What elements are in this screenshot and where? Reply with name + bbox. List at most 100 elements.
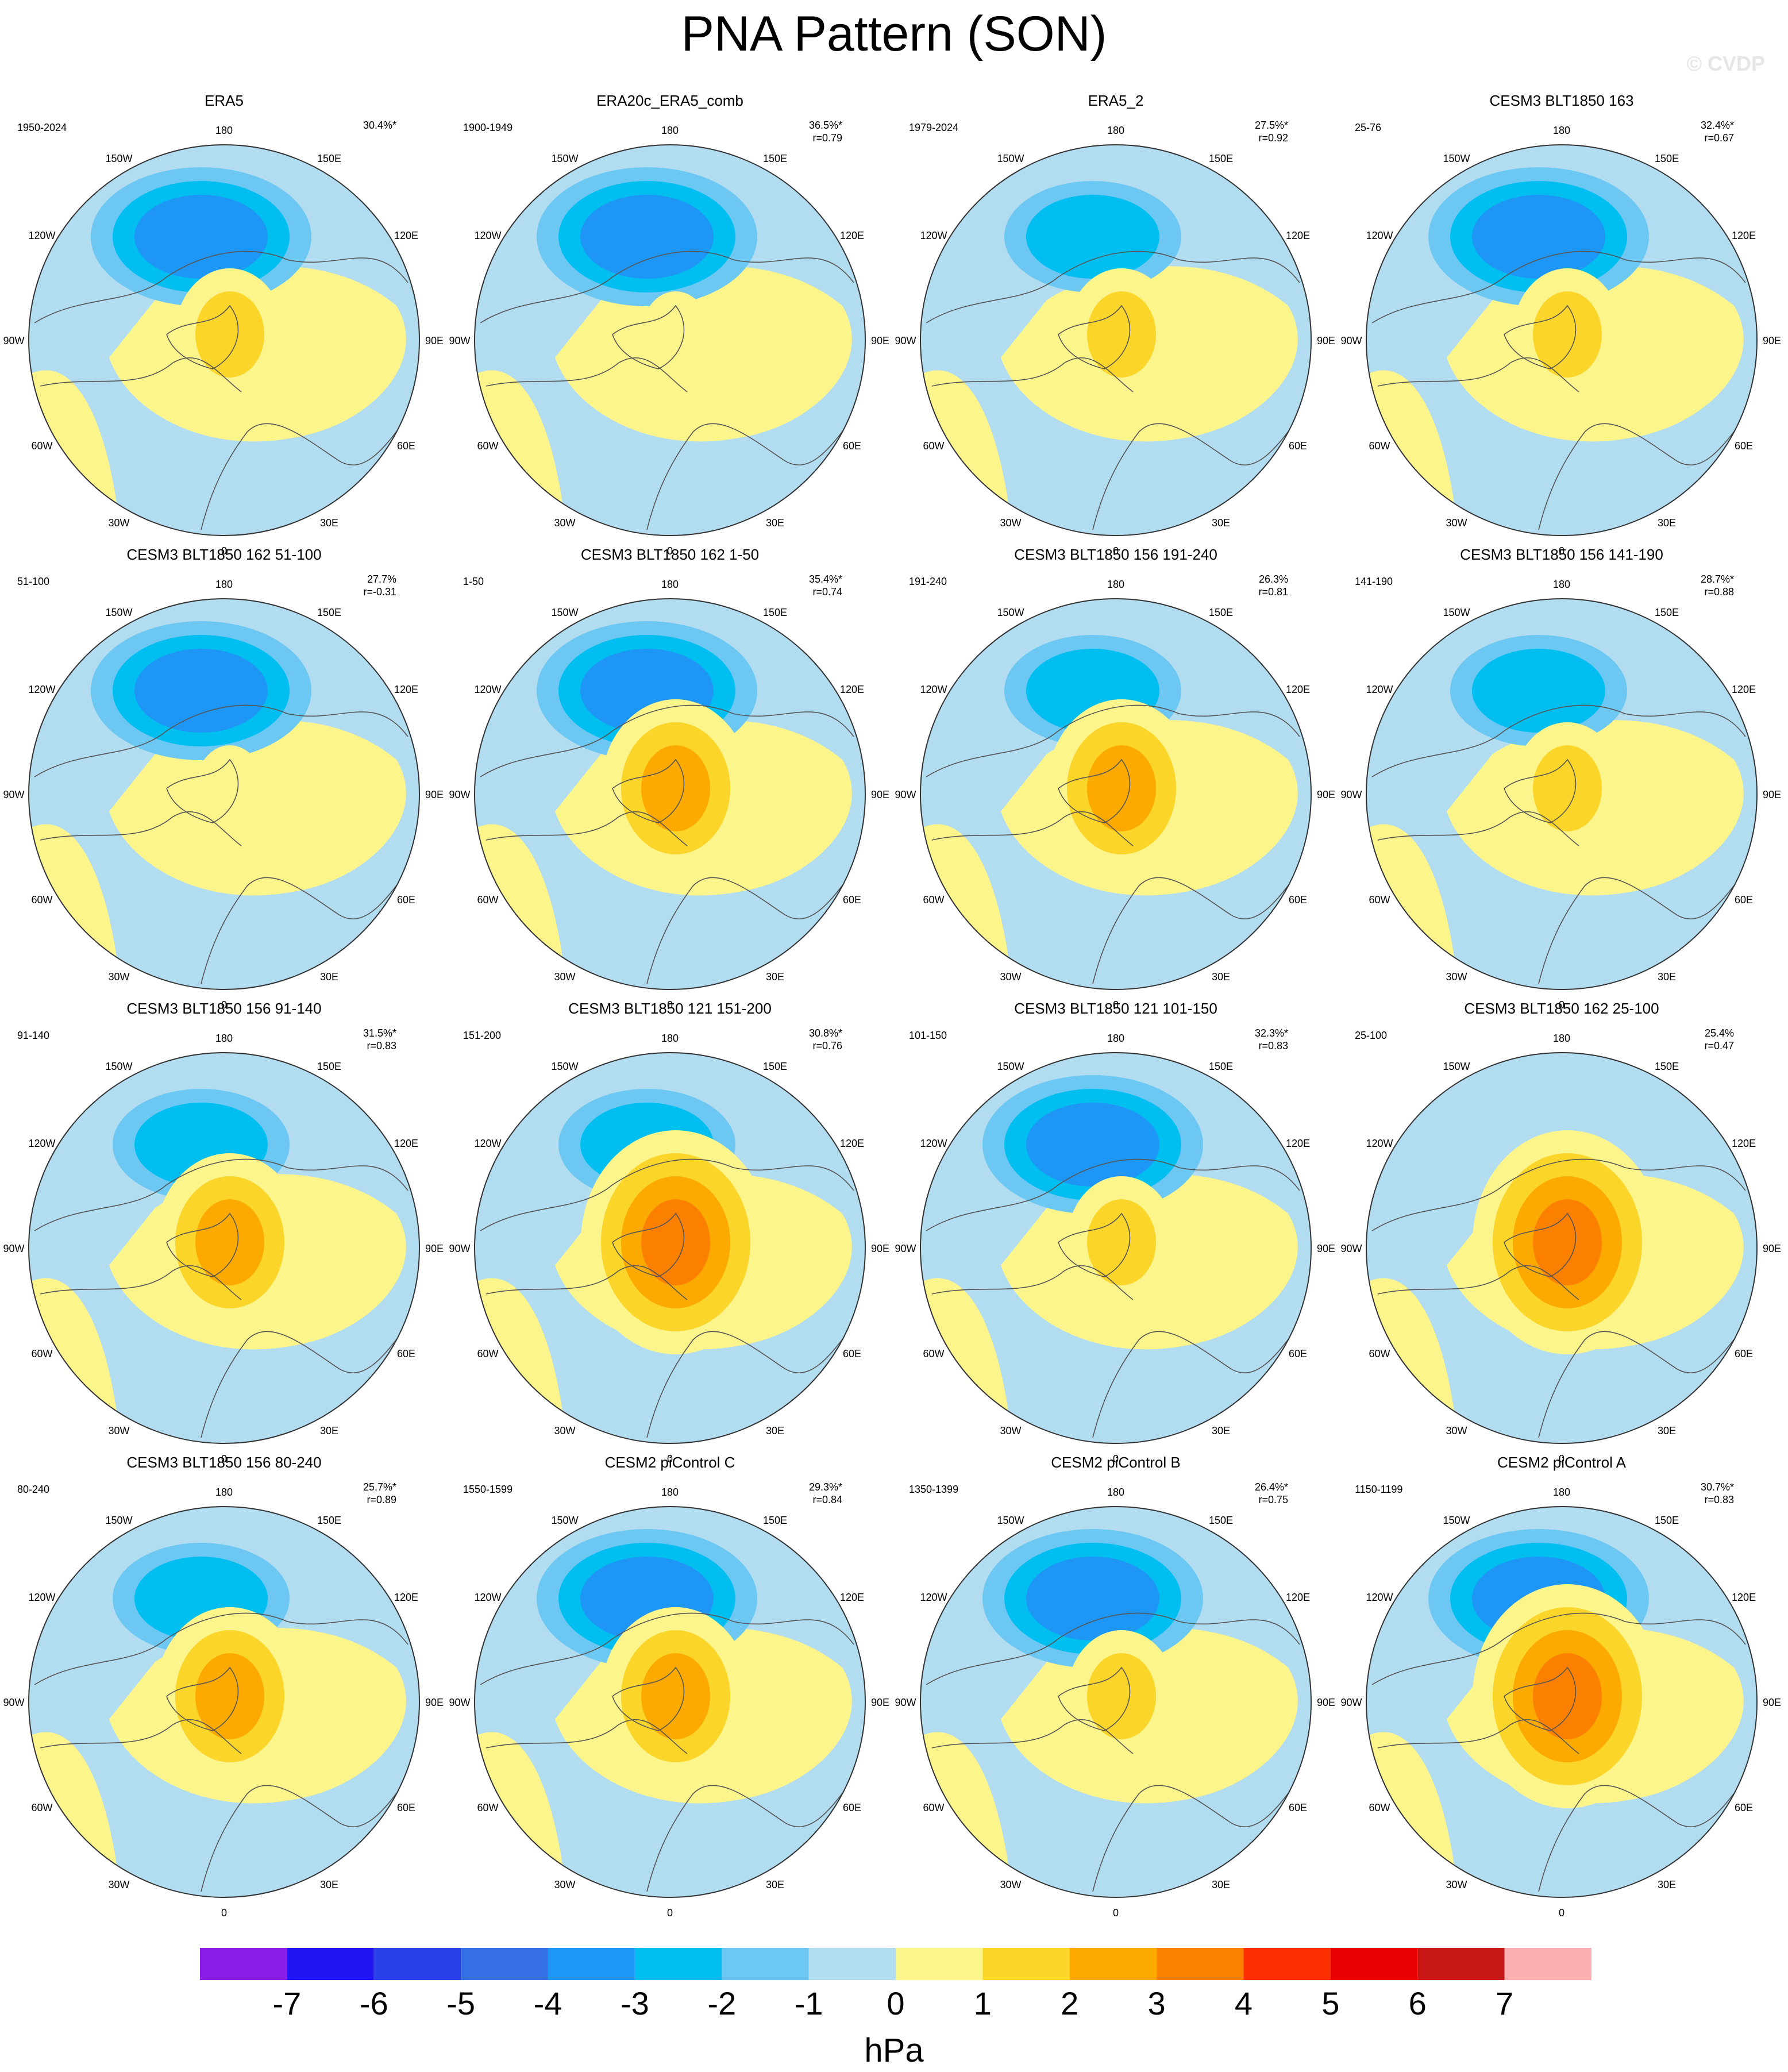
lon-label: 60W <box>477 440 499 452</box>
contour-high-2 <box>1533 291 1602 378</box>
contour-high-2 <box>1087 1199 1156 1285</box>
map-border <box>1366 1506 1758 1898</box>
lon-label: 30E <box>1658 517 1676 529</box>
panel-title: CESM3 BLT1850 156 80-240 <box>126 1454 321 1471</box>
contour-low-4 <box>1494 209 1583 265</box>
panel-correlation: r=0.83 <box>1258 1040 1288 1052</box>
lon-label: 60W <box>923 440 945 452</box>
lon-label: 60E <box>1735 1802 1753 1813</box>
anomaly-field <box>29 145 419 536</box>
panel-period: 51-100 <box>17 576 49 587</box>
panel-period: 1979-2024 <box>909 122 958 133</box>
lon-label: 30E <box>320 517 338 529</box>
lon-label: 90W <box>1340 1697 1362 1708</box>
lon-label: 0 <box>1113 545 1119 557</box>
lon-label: 180 <box>1107 125 1124 136</box>
contour-low-4 <box>1048 1116 1138 1173</box>
panel-title: CESM3 BLT1850 162 51-100 <box>126 546 321 563</box>
lon-label: 60W <box>32 1348 53 1359</box>
lon-label: 120E <box>394 230 418 241</box>
lon-label: 60W <box>1369 1348 1390 1359</box>
lon-label: 120E <box>1286 230 1310 241</box>
panel-title: ERA20c_ERA5_comb <box>596 92 743 109</box>
lon-label: 60E <box>1735 1348 1753 1359</box>
coastlines <box>1371 251 1752 530</box>
panel-2: 180 150E 120E 90E 60E 30E 0 30W 60W 90W 120W 150W ER… <box>449 92 889 557</box>
lon-label: 60W <box>1369 440 1390 452</box>
map-border <box>28 144 420 536</box>
panel-14: 180 150E 120E 90E 60E 30E 0 30W 60W 90W 120W 150W CE… <box>449 1454 889 1919</box>
lon-label: 120E <box>394 1138 418 1149</box>
panel-title: ERA5 <box>205 92 244 109</box>
panel-period: 141-190 <box>1355 576 1393 587</box>
panel-correlation: r=-0.31 <box>363 586 396 598</box>
lon-label: 150W <box>997 1061 1024 1072</box>
lon-label: 150E <box>763 607 787 618</box>
panel-title: CESM3 BLT1850 162 1-50 <box>581 546 759 563</box>
coastlines <box>926 704 1306 984</box>
panel-correlation: r=0.83 <box>1704 1494 1734 1505</box>
panel-4: 180 150E 120E 90E 60E 30E 0 30W 60W 90W 120W 150W CE… <box>1340 92 1781 557</box>
lon-label: 120E <box>1732 230 1756 241</box>
lon-label: 150W <box>551 607 578 618</box>
anomaly-field <box>920 145 1311 536</box>
lon-label: 120W <box>29 230 56 241</box>
lon-label: 150E <box>763 1061 787 1072</box>
lon-label: 90E <box>425 335 444 346</box>
panel-period: 1350-1399 <box>909 1484 958 1495</box>
lon-label: 120E <box>840 1138 864 1149</box>
lon-label: 30E <box>766 1425 784 1436</box>
lon-label: 60E <box>1735 894 1753 906</box>
map-border <box>474 1506 866 1898</box>
lon-label: 90W <box>895 1697 916 1708</box>
panel-correlation: r=0.88 <box>1704 586 1734 598</box>
lon-label: 90W <box>3 1243 24 1254</box>
map-border <box>920 1506 1312 1898</box>
lon-label: 90W <box>895 789 916 800</box>
lon-label: 60E <box>397 894 415 906</box>
panel-period: 1900-1949 <box>463 122 512 133</box>
coastlines <box>480 251 860 530</box>
panel-variance: 29.3%* <box>809 1481 842 1493</box>
lon-label: 90E <box>425 1697 444 1708</box>
map-border <box>28 1052 420 1444</box>
lon-label: 60W <box>1369 894 1390 906</box>
panel-3: 180 150E 120E 90E 60E 30E 0 30W 60W 90W 120W 150W ER… <box>895 92 1335 557</box>
lon-label: 0 <box>1559 1453 1564 1465</box>
panel-title: CESM3 BLT1850 156 141-190 <box>1460 546 1663 563</box>
lon-label: 0 <box>1559 999 1564 1011</box>
lon-label: 150W <box>551 153 578 164</box>
panel-variance: 28.7%* <box>1701 573 1734 585</box>
lon-label: 150W <box>1443 153 1470 164</box>
lon-label: 180 <box>215 1033 233 1044</box>
lon-label: 90E <box>1317 1697 1335 1708</box>
lon-label: 0 <box>221 999 227 1011</box>
contour-high-1 <box>641 291 710 378</box>
lon-label: 120E <box>1732 684 1756 695</box>
anomaly-field <box>29 1507 419 1897</box>
panel-period: 1-50 <box>463 576 484 587</box>
lon-label: 120E <box>1286 684 1310 695</box>
coastlines <box>34 1612 414 1892</box>
lon-label: 120W <box>920 230 947 241</box>
panel-title: CESM3 BLT1850 121 101-150 <box>1014 1000 1217 1017</box>
lon-label: 180 <box>1553 1033 1570 1044</box>
panel-9: 180 150E 120E 90E 60E 30E 0 30W 60W 90W 120W 150W CE… <box>3 1000 444 1465</box>
anomaly-field <box>1366 1507 1757 1897</box>
panel-5: 180 150E 120E 90E 60E 30E 0 30W 60W 90W 120W 150W CE… <box>3 546 444 1011</box>
contour-low-4 <box>1048 1570 1138 1627</box>
lon-label: 30W <box>1000 1425 1021 1436</box>
contour-high-4 <box>641 1199 710 1285</box>
contour-low-3 <box>1494 663 1583 719</box>
panel-variance: 31.5%* <box>363 1027 396 1039</box>
map-border <box>28 1506 420 1898</box>
lon-label: 90W <box>449 1697 470 1708</box>
lon-label: 30E <box>1212 1879 1230 1890</box>
lon-label: 30E <box>1658 1879 1676 1890</box>
lon-label: 90W <box>1340 1243 1362 1254</box>
panel-title: CESM3 BLT1850 163 <box>1490 92 1634 109</box>
lon-label: 150W <box>105 1515 132 1526</box>
anomaly-field <box>1366 145 1757 536</box>
lon-label: 30E <box>320 1425 338 1436</box>
lon-label: 150E <box>1209 1515 1233 1526</box>
